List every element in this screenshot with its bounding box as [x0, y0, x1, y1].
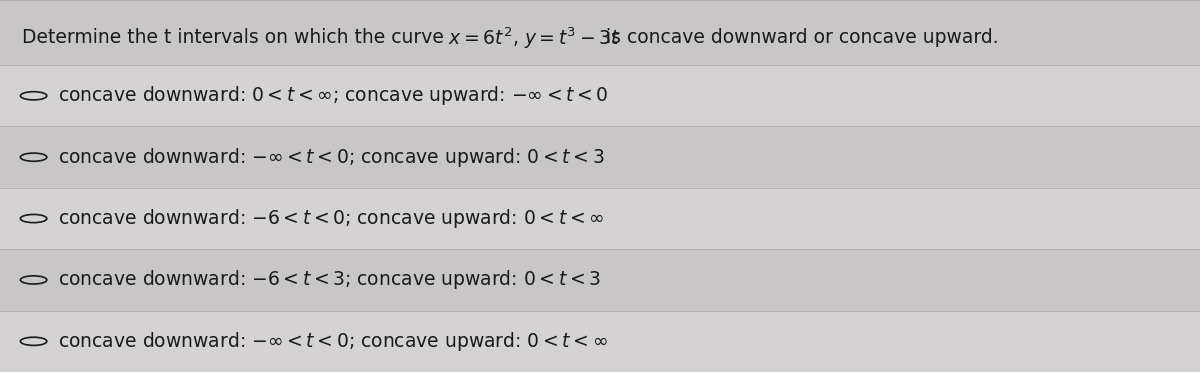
Text: concave downward: $-6 < t < 0$; concave upward: $0 < t < \infty$: concave downward: $-6 < t < 0$; concave …	[58, 207, 604, 230]
Text: concave downward: $-\infty < t < 0$; concave upward: $0 < t < \infty$: concave downward: $-\infty < t < 0$; con…	[58, 330, 607, 353]
Text: concave downward: $-6 < t < 3$; concave upward: $0 < t < 3$: concave downward: $-6 < t < 3$; concave …	[58, 269, 600, 291]
Bar	[0, 126, 1200, 188]
Text: Determine the t intervals on which the curve: Determine the t intervals on which the c…	[22, 28, 450, 47]
Text: concave downward: $0 < t < \infty$; concave upward: $-\infty < t < 0$: concave downward: $0 < t < \infty$; conc…	[58, 84, 608, 107]
Bar	[0, 0, 1200, 65]
Text: is concave downward or concave upward.: is concave downward or concave upward.	[600, 28, 998, 47]
Bar	[0, 249, 1200, 311]
Bar	[0, 311, 1200, 372]
Text: $x = 6t^2$, $y = t^3 - 3t$: $x = 6t^2$, $y = t^3 - 3t$	[448, 25, 620, 51]
Text: concave downward: $-\infty < t < 0$; concave upward: $0 < t < 3$: concave downward: $-\infty < t < 0$; con…	[58, 146, 604, 169]
Bar	[0, 188, 1200, 249]
Bar	[0, 65, 1200, 126]
